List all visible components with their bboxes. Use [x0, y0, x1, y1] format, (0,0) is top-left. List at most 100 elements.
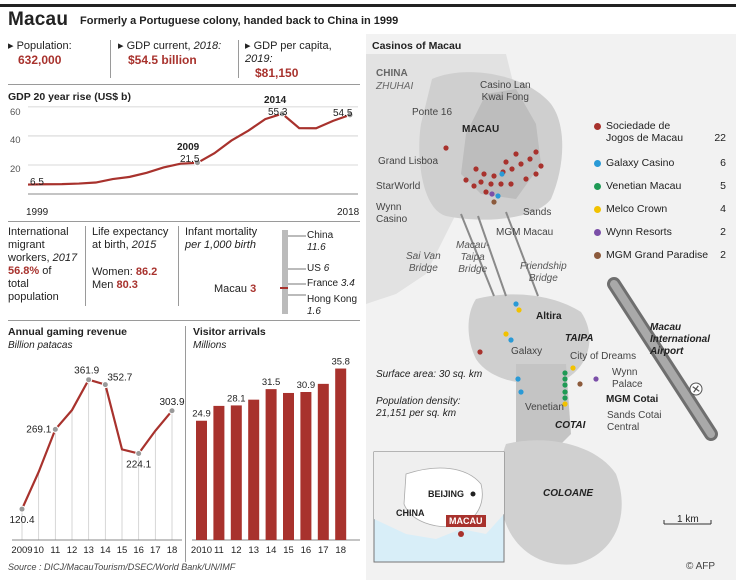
coloane-island	[500, 440, 622, 565]
casino-dot	[498, 181, 504, 187]
population-stat: ▸ Population: 632,000	[8, 40, 72, 67]
casino-dot	[562, 376, 568, 382]
legend-item: Galaxy Casino 6	[594, 157, 734, 169]
infant-scale	[280, 230, 306, 314]
infant-france: France 3.4	[307, 278, 355, 289]
legend-count: 4	[720, 203, 726, 215]
airplane-icon	[689, 382, 703, 396]
legend-label: MGM Grand Paradise	[606, 249, 709, 261]
migrants-line6: population	[8, 291, 59, 303]
women-label: Women:	[92, 266, 133, 278]
gaming-data-label: 120.4	[9, 515, 34, 526]
casino-dot	[503, 331, 509, 337]
legend-label: Jogos de Macau	[606, 132, 684, 144]
casino-dot	[463, 177, 469, 183]
visitors-title: Visitor arrivals	[193, 326, 266, 338]
visitor-x-tick: 13	[248, 545, 259, 556]
casino-dot	[562, 395, 568, 401]
map-label-airport: Macau International Airport	[650, 322, 711, 357]
casino-dot	[443, 145, 449, 151]
legend-count: 22	[714, 132, 726, 144]
gaming-point	[168, 407, 176, 415]
visitor-bar	[230, 405, 242, 540]
divider	[85, 226, 86, 306]
visitor-x-tick: 17	[318, 545, 329, 556]
casino-dot	[533, 149, 539, 155]
gdp-year: 2018:	[193, 40, 222, 52]
casino-dot	[513, 301, 519, 307]
map-label-wynn-casino: Wynn Casino	[376, 202, 408, 225]
inset-macau-dot	[458, 531, 464, 537]
gdp-label: GDP current,	[126, 40, 191, 52]
visitor-data-label: 24.9	[192, 409, 211, 420]
legend-item: Melco Crown 4	[594, 203, 734, 215]
casino-dot	[483, 189, 489, 195]
page-subtitle: Formerly a Portuguese colony, handed bac…	[80, 15, 399, 27]
gdp-value: $54.5 billion	[128, 53, 197, 67]
gdp-2014-value: 55.3	[268, 107, 288, 118]
casino-dot	[533, 171, 539, 177]
macau-urban-area	[461, 89, 541, 199]
top-rule	[0, 4, 736, 7]
friendship-bridge	[505, 211, 539, 297]
women-value: 86.2	[135, 266, 158, 278]
casino-dot	[570, 365, 576, 371]
infant-subtitle: per 1,000 birth	[185, 239, 256, 251]
infant-scale-bar	[282, 230, 288, 314]
map-label-mgm-macau: MGM Macau	[496, 227, 554, 238]
bullet-icon: ▸	[245, 40, 251, 52]
visitor-bar	[317, 383, 329, 540]
life-title-line1: Life expectancy	[92, 226, 169, 238]
casino-dot	[495, 193, 501, 199]
legend-swatch	[594, 206, 601, 213]
visitor-x-tick: 12	[231, 545, 242, 556]
infant-us: US 6	[307, 263, 330, 274]
divider	[110, 40, 111, 78]
gdp-y-tick: 60	[10, 107, 21, 118]
infant-hongkong: Hong Kong 1.6	[307, 294, 358, 317]
gaming-point	[85, 376, 93, 384]
gdp-y-tick: 20	[10, 164, 21, 175]
legend-count: 5	[720, 180, 726, 192]
gdp-per-capita-label: GDP per capita,	[253, 40, 332, 52]
map-title: Casinos of Macau	[372, 40, 462, 52]
migrants-line5: total	[8, 278, 29, 290]
gdp-start-value: 6.5	[30, 177, 44, 188]
macau-taipa-bridge	[477, 215, 507, 297]
gaming-data-label: 303.9	[159, 397, 184, 408]
gdp-chart-title: GDP 20 year rise (US$ b)	[8, 91, 131, 103]
gdp-per-capita-year: 2019:	[245, 53, 273, 65]
map-label-sands: Sands	[523, 207, 552, 218]
casino-dot	[577, 381, 583, 387]
casino-dot	[593, 376, 599, 382]
map-density: Population density: 21,151 per sq. km	[376, 396, 461, 419]
gdp-point	[346, 111, 354, 119]
map-label-mgm-cotai: MGM Cotai	[606, 394, 659, 405]
gdp-2009-year: 2009	[177, 142, 200, 153]
visitors-chart: 24.9 28.1 31.5 30.9 35.8 2010 11 12 13 14 15 16 17 1…	[191, 357, 360, 556]
gdp-per-capita-value: $81,150	[255, 66, 299, 80]
casino-dot	[471, 183, 477, 189]
sai-van-bridge	[460, 213, 495, 297]
gdp-stat: ▸ GDP current, 2018: $54.5 billion	[118, 40, 238, 67]
page-title: Macau	[8, 9, 69, 30]
casino-dot	[518, 389, 524, 395]
legend-swatch	[594, 252, 601, 259]
gdp-point	[278, 110, 286, 118]
casino-dot	[562, 389, 568, 395]
casino-dot	[488, 181, 494, 187]
casino-dot	[516, 307, 522, 313]
casino-dot	[499, 171, 505, 177]
casino-dot	[562, 370, 568, 376]
gdp-point	[193, 159, 201, 167]
casino-dot	[509, 166, 515, 172]
legend-label: Wynn Resorts	[606, 226, 672, 238]
visitor-bar	[300, 392, 312, 540]
divider	[185, 326, 186, 562]
casino-dot	[562, 401, 568, 407]
casino-dot	[489, 191, 495, 197]
gaming-data-label: 352.7	[107, 373, 132, 384]
casino-dot	[503, 159, 509, 165]
visitor-data-label: 30.9	[297, 380, 316, 391]
divider	[8, 84, 360, 85]
